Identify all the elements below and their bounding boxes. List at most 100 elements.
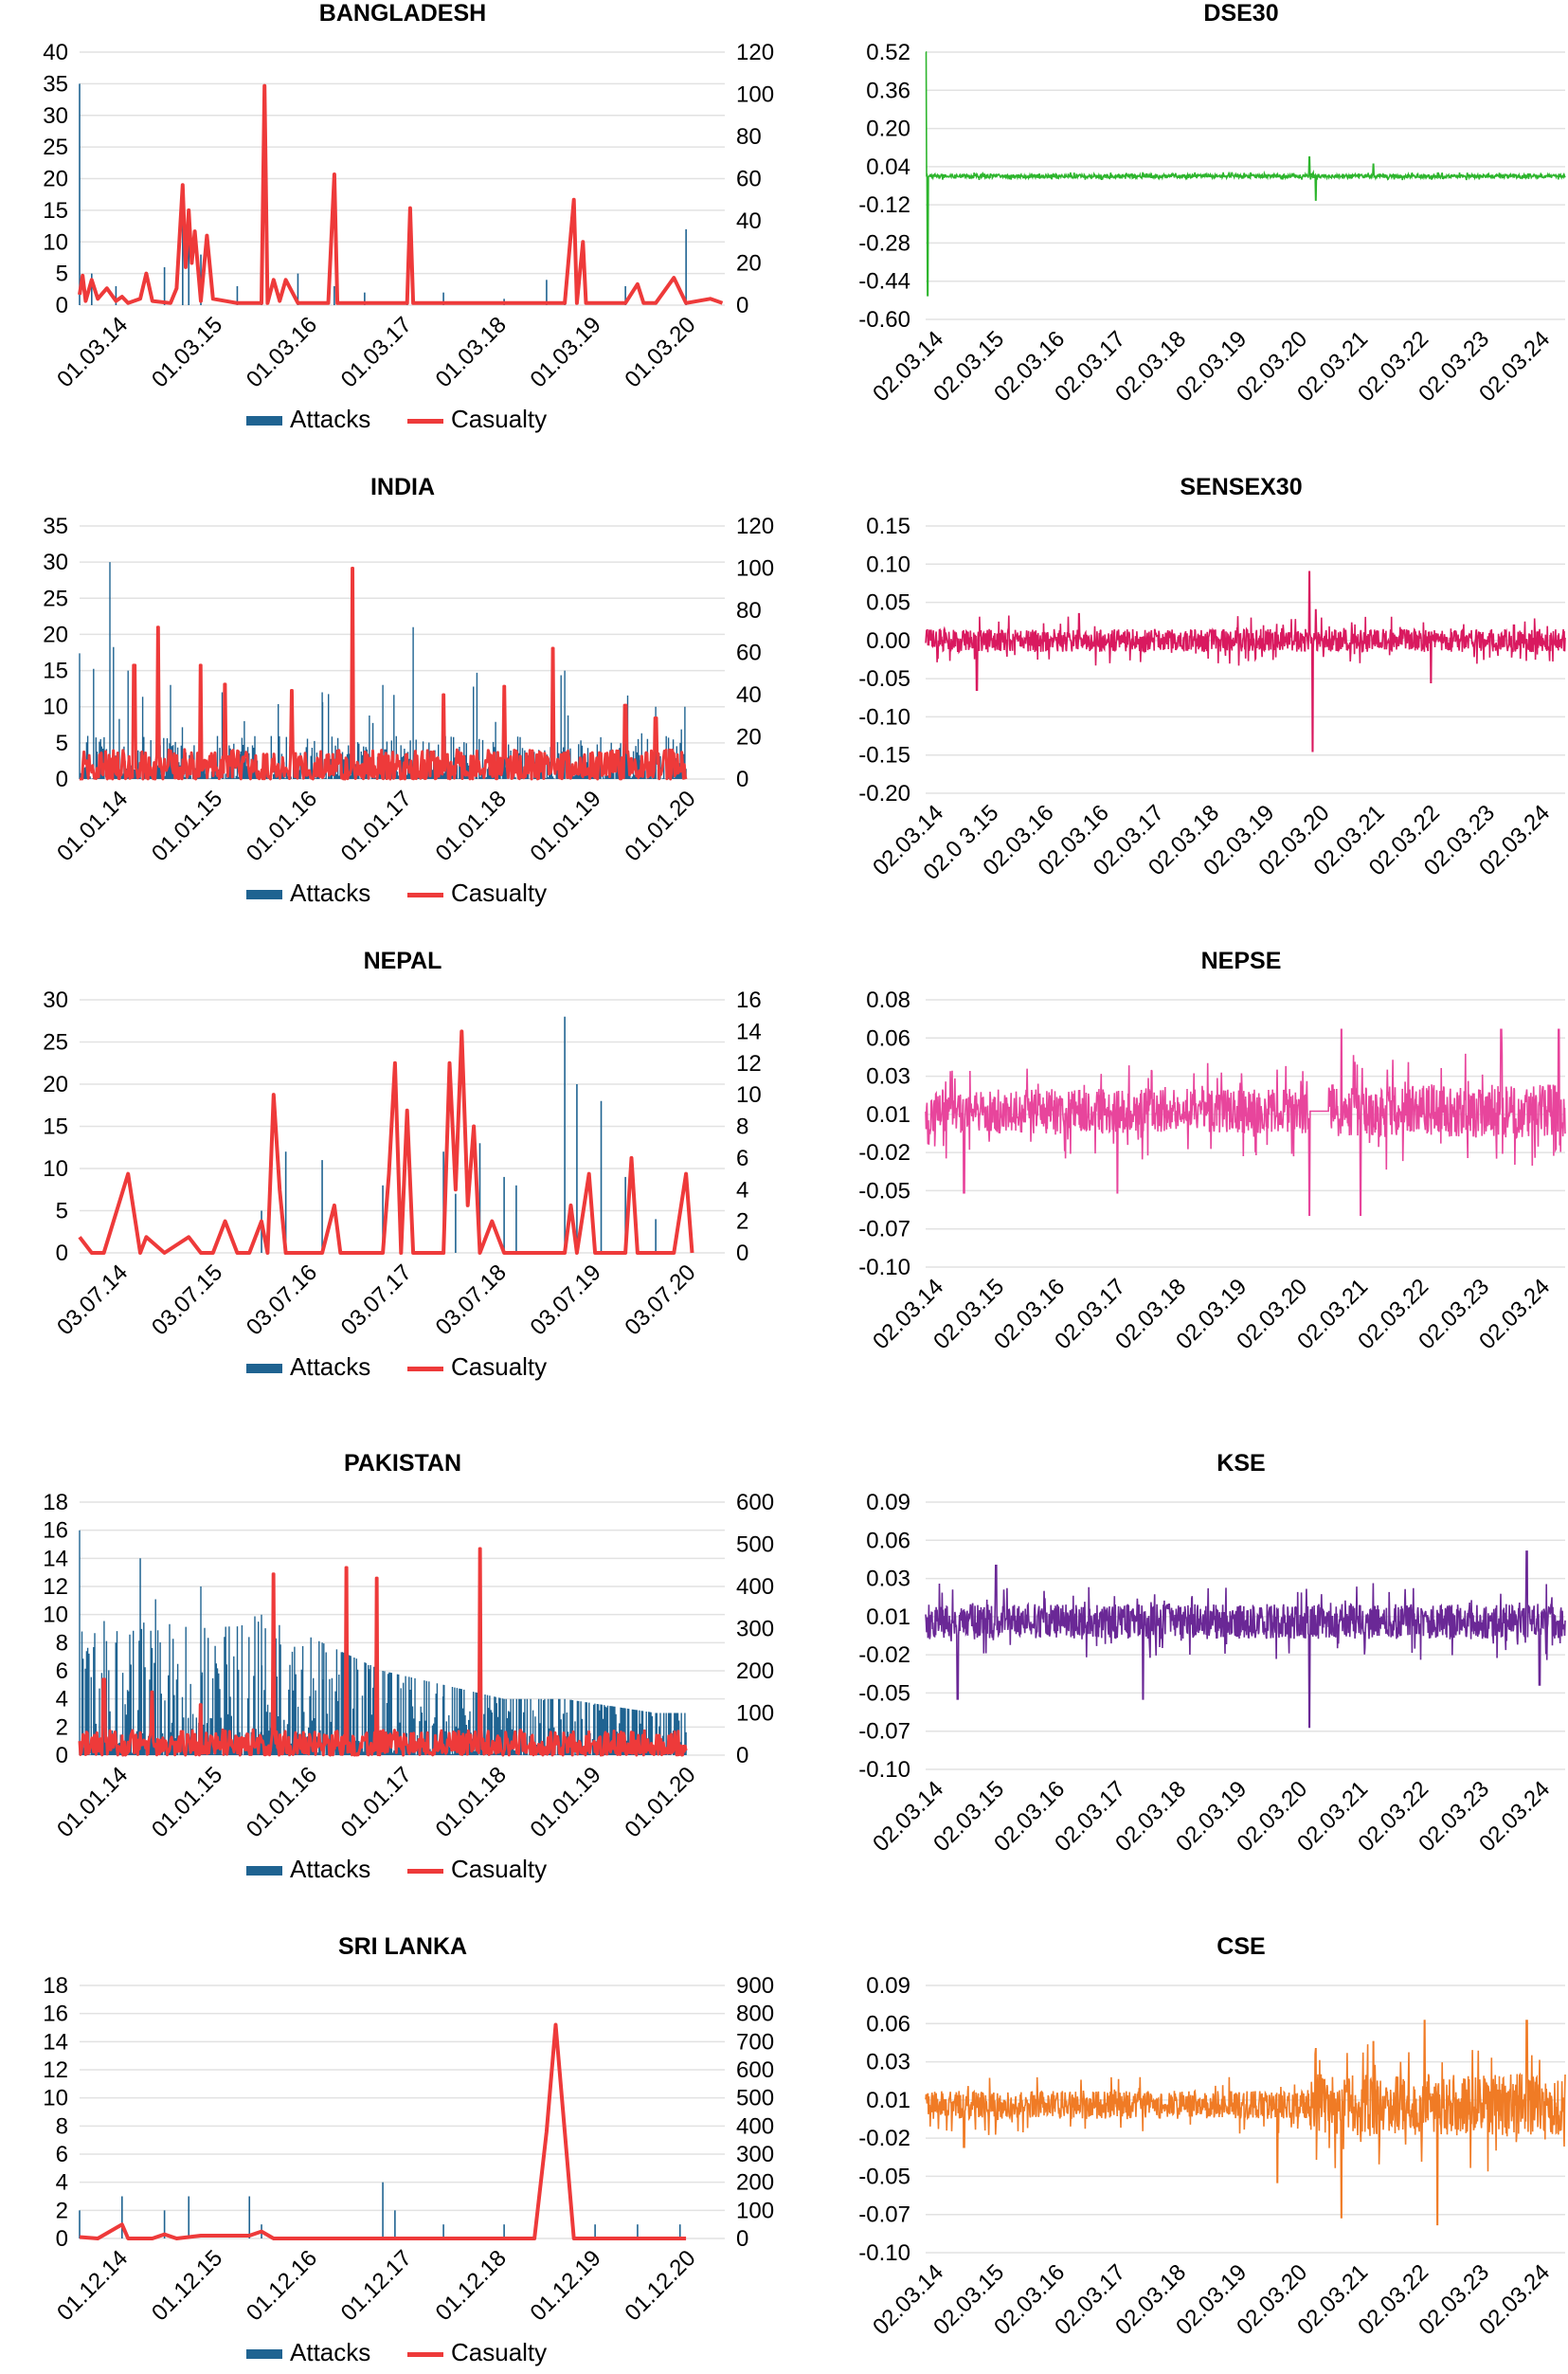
india-x-tick-label: 01.01.18	[431, 786, 512, 866]
cse-title: CSE	[1217, 1933, 1265, 1960]
bangladesh-x-tick-label: 01.03.16	[242, 312, 322, 392]
bangladesh-legend-attacks-swatch	[246, 416, 282, 426]
india-casualty-line	[79, 567, 688, 781]
nepal-y-right-tick: 6	[736, 1146, 748, 1171]
india-legend-attacks-swatch	[246, 890, 282, 899]
pakistan-x-tick-label: 01.01.16	[242, 1762, 322, 1842]
india-x-tick-label: 01.01.14	[52, 786, 133, 866]
sri-lanka-y-right-tick: 800	[736, 2002, 774, 2027]
pakistan-x-tick-label: 01.01.14	[52, 1762, 133, 1842]
bangladesh-x-tick-label: 01.03.17	[336, 312, 417, 392]
nepal-legend-casualty-swatch	[407, 1367, 443, 1371]
dse30-y-tick: 0.36	[866, 78, 910, 103]
india-y-left-tick: 35	[43, 514, 68, 539]
india-y-right-tick: 80	[736, 598, 762, 624]
india-y-right-tick: 20	[736, 725, 762, 751]
nepal-y-right-tick: 8	[736, 1115, 748, 1140]
sri-lanka-y-left-tick: 16	[43, 2002, 68, 2027]
sri-lanka-y-left-tick: 10	[43, 2086, 68, 2111]
pakistan-y-right-tick: 200	[736, 1658, 774, 1684]
india-x-tick-label: 01.01.20	[620, 786, 700, 866]
sensex30-y-tick: -0.20	[858, 781, 910, 806]
nepse-y-tick: -0.05	[858, 1178, 910, 1204]
bangladesh-x-tick-label: 01.03.15	[147, 312, 227, 392]
dse30-y-tick: 0.52	[866, 40, 910, 65]
sri-lanka-legend-casualty-label: Casualty	[451, 2338, 547, 2366]
sri-lanka-y-right-tick: 300	[736, 2142, 774, 2167]
chart-kse: KSE-0.10-0.07-0.05-0.020.010.030.060.090…	[858, 1450, 1566, 1857]
nepal-title: NEPAL	[364, 948, 442, 974]
bangladesh-title: BANGLADESH	[319, 0, 486, 27]
pakistan-legend-attacks-swatch	[246, 1866, 282, 1876]
sri-lanka-y-left-tick: 8	[56, 2113, 68, 2139]
sri-lanka-x-tick-label: 01.12.16	[242, 2245, 322, 2326]
pakistan-x-tick-label: 01.01.19	[525, 1762, 605, 1842]
bangladesh-x-tick-label: 01.03.19	[525, 312, 605, 392]
sri-lanka-legend-attacks-label: Attacks	[290, 2338, 370, 2366]
india-y-right-tick: 60	[736, 641, 762, 666]
bangladesh-y-right-tick: 20	[736, 251, 762, 277]
india-y-left-tick: 25	[43, 586, 68, 611]
nepal-x-tick-label: 03.07.17	[336, 1259, 417, 1340]
nepal-y-left-tick: 0	[56, 1241, 68, 1266]
dse30-title: DSE30	[1203, 0, 1278, 27]
sri-lanka-casualty-line	[79, 2022, 687, 2240]
sri-lanka-y-right-tick: 0	[736, 2226, 748, 2252]
bangladesh-y-left-tick: 5	[56, 262, 68, 287]
india-legend-casualty-label: Casualty	[451, 879, 547, 907]
sri-lanka-y-right-tick: 500	[736, 2086, 774, 2111]
nepse-y-tick: 0.01	[866, 1102, 910, 1128]
bangladesh-y-left-tick: 10	[43, 229, 68, 255]
india-y-right-tick: 100	[736, 556, 774, 582]
pakistan-y-left-tick: 14	[43, 1546, 68, 1571]
india-y-left-tick: 15	[43, 659, 68, 684]
nepal-legend-attacks-label: Attacks	[290, 1352, 370, 1381]
bangladesh-y-left-tick: 35	[43, 71, 68, 97]
pakistan-y-left-tick: 4	[56, 1687, 68, 1713]
pakistan-y-right-tick: 0	[736, 1743, 748, 1768]
bangladesh-legend-casualty-swatch	[407, 419, 443, 424]
nepal-x-tick-label: 03.07.15	[147, 1259, 227, 1340]
nepse-y-tick: 0.03	[866, 1064, 910, 1090]
sri-lanka-y-right-tick: 700	[736, 2029, 774, 2055]
kse-y-tick: 0.03	[866, 1567, 910, 1592]
nepal-y-left-tick: 30	[43, 988, 68, 1013]
kse-y-tick: 0.09	[866, 1490, 910, 1515]
india-y-left-tick: 10	[43, 695, 68, 720]
pakistan-y-left-tick: 6	[56, 1658, 68, 1684]
sri-lanka-x-tick-label: 01.12.17	[336, 2245, 417, 2326]
nepal-casualty-line	[78, 1029, 694, 1255]
pakistan-legend-casualty-label: Casualty	[451, 1855, 547, 1883]
india-y-left-tick: 20	[43, 622, 68, 647]
sri-lanka-x-tick-label: 01.12.20	[620, 2245, 700, 2326]
sri-lanka-y-right-tick: 900	[736, 1973, 774, 1999]
india-x-tick-label: 01.01.17	[336, 786, 417, 866]
india-legend-attacks-label: Attacks	[290, 879, 370, 907]
bangladesh-legend-attacks-label: Attacks	[290, 405, 370, 433]
cse-y-tick: -0.05	[858, 2164, 910, 2189]
kse-y-tick: -0.02	[858, 1642, 910, 1668]
bangladesh-y-right-tick: 40	[736, 208, 762, 234]
sri-lanka-x-tick-label: 01.12.14	[52, 2245, 133, 2326]
nepse-y-tick: -0.07	[858, 1217, 910, 1242]
pakistan-y-left-tick: 18	[43, 1490, 68, 1515]
sensex30-y-tick: 0.15	[866, 514, 910, 539]
sri-lanka-y-left-tick: 2	[56, 2198, 68, 2223]
dse30-y-tick: 0.04	[866, 154, 910, 180]
pakistan-y-left-tick: 2	[56, 1714, 68, 1740]
pakistan-x-tick-label: 01.01.18	[431, 1762, 512, 1842]
nepal-y-right-tick: 10	[736, 1082, 762, 1108]
sri-lanka-x-tick-label: 01.12.19	[525, 2245, 605, 2326]
sensex30-y-tick: 0.00	[866, 628, 910, 654]
sensex30-y-tick: -0.10	[858, 704, 910, 730]
cse-y-tick: -0.10	[858, 2240, 910, 2266]
bangladesh-y-left-tick: 20	[43, 167, 68, 192]
kse-y-tick: 0.01	[866, 1604, 910, 1630]
nepal-legend-attacks-swatch	[246, 1364, 282, 1373]
pakistan-title: PAKISTAN	[344, 1450, 461, 1477]
sri-lanka-y-left-tick: 12	[43, 2057, 68, 2083]
bangladesh-x-tick-label: 01.03.18	[431, 312, 512, 392]
